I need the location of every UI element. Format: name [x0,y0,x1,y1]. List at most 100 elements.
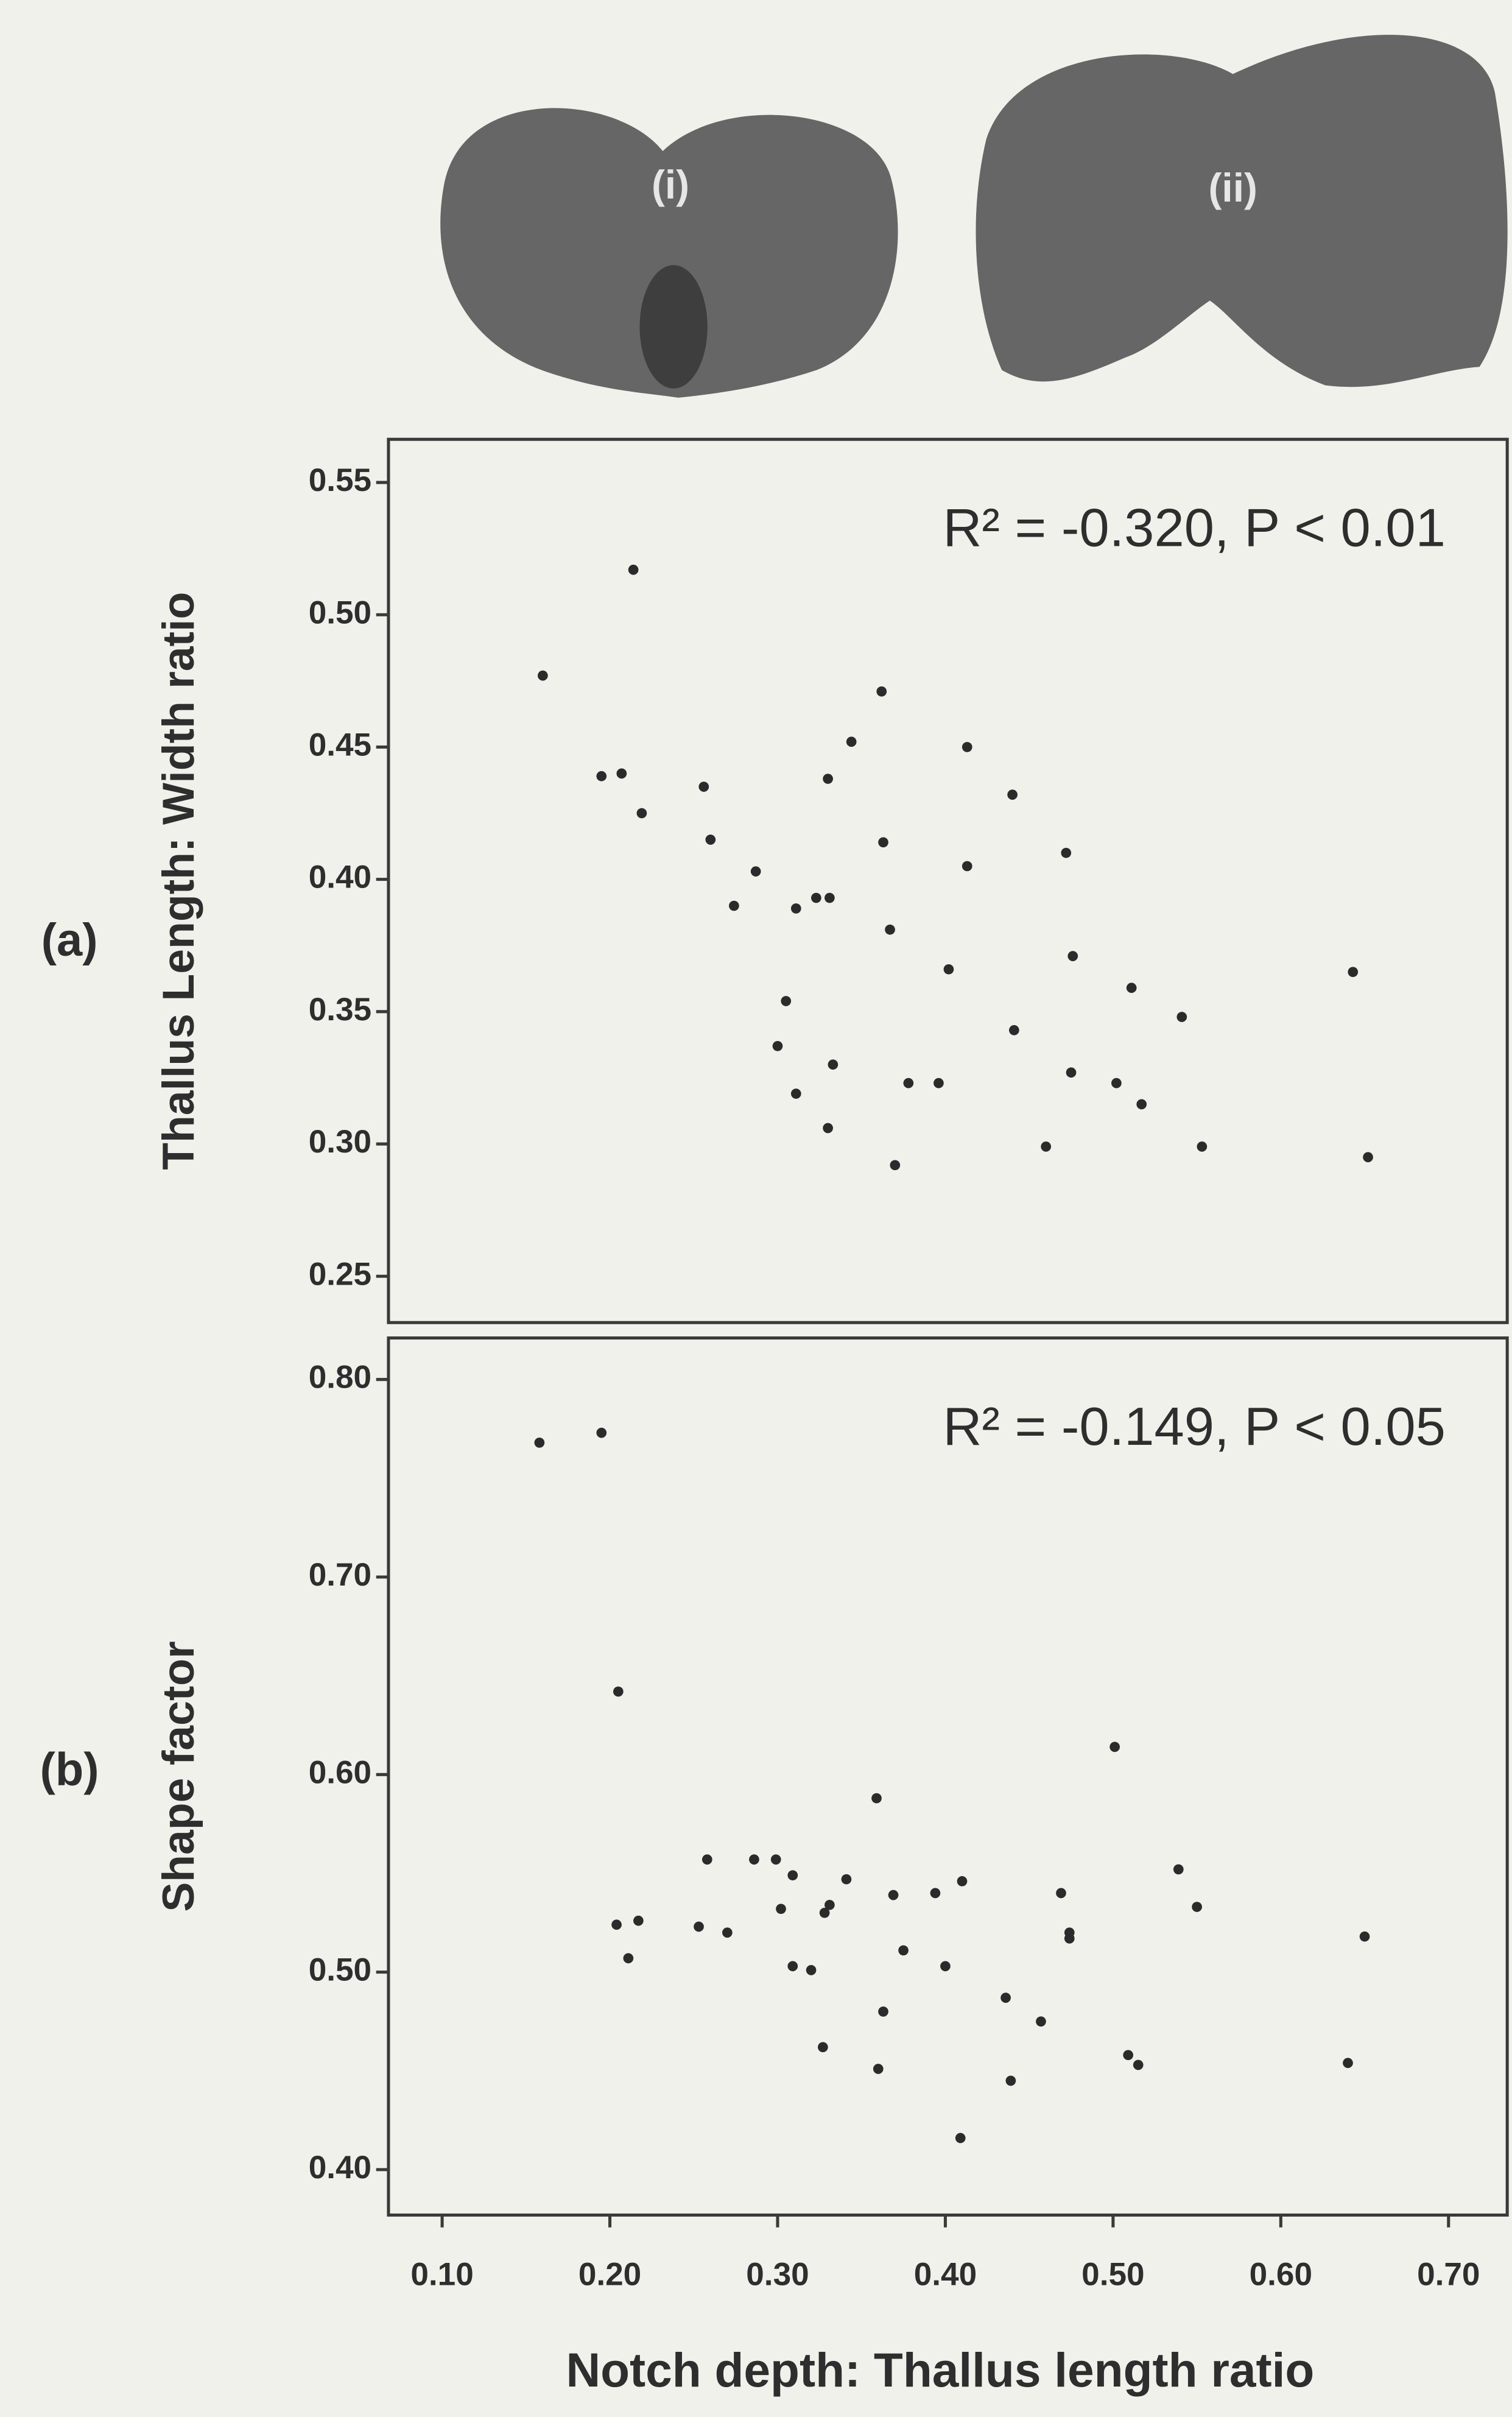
x-tick-label: 0.60 [1250,2257,1312,2293]
point [871,1793,882,1804]
point [876,686,887,697]
point [825,892,835,903]
y-tick-label: 0.50 [309,1952,371,1988]
point [878,2006,888,2017]
point [1136,1099,1147,1110]
point [1064,1933,1075,1944]
point [596,1427,607,1438]
point [1343,2058,1353,2069]
point [787,1870,798,1881]
x-tick-label: 0.20 [578,2257,641,2293]
thallus-left [440,108,898,398]
point [846,736,857,747]
point [623,1953,634,1964]
y-tick-label: 0.60 [309,1754,371,1790]
point [636,808,647,819]
point [1123,2050,1134,2061]
annotation: R² = -0.149, P < 0.05 [943,1396,1445,1456]
point [633,1915,644,1926]
point [930,1888,941,1899]
point [903,1078,914,1089]
point [1009,1025,1019,1036]
y-tick-label: 0.70 [309,1557,371,1593]
point [885,924,895,935]
point [1007,789,1018,800]
point [940,1961,951,1972]
y-tick-label: 0.40 [309,2150,371,2186]
x-tick-label: 0.30 [746,2257,809,2293]
point [749,1854,759,1865]
y-tick-label: 0.25 [309,1256,371,1292]
point [1197,1141,1208,1152]
point [772,1040,783,1051]
point [819,1907,830,1918]
point [1192,1902,1202,1912]
point [1066,1067,1077,1078]
thallus-label: (i) [652,162,689,207]
y-axis-label: Shape factor [153,1641,203,1911]
point [781,996,792,1006]
panel-label: (b) [40,1743,99,1795]
point [1056,1888,1066,1899]
point [534,1438,545,1448]
point [628,565,639,575]
y-tick-label: 0.80 [309,1360,371,1396]
point [1005,2075,1016,2086]
thallus-right [976,35,1508,387]
point [1111,1078,1122,1089]
point [823,774,833,784]
notch [639,265,708,389]
point [823,1123,833,1134]
point [705,834,716,845]
point [818,2042,828,2053]
point [1000,1992,1011,2003]
x-tick-label: 0.40 [914,2257,977,2293]
point [957,1876,968,1886]
panel-label: (a) [41,914,98,966]
point [1109,1741,1120,1752]
point [729,900,739,911]
point [722,1927,733,1938]
point [694,1921,704,1932]
y-tick-label: 0.55 [309,462,371,498]
point [698,782,709,792]
point [1126,983,1137,993]
y-tick-label: 0.35 [309,992,371,1028]
x-tick-label: 0.10 [410,2257,473,2293]
y-axis-label: Thallus Length: Width ratio [153,592,203,1170]
y-tick-label: 0.50 [309,595,371,630]
point [596,771,607,782]
point [811,892,821,903]
point [1041,1141,1052,1152]
point [898,1945,909,1956]
point [806,1964,817,1975]
point [841,1874,852,1885]
point [1348,967,1359,978]
point [888,1889,899,1900]
thallus-images: (i) (ii) [440,35,1508,398]
point [613,1686,624,1697]
point [701,1854,712,1865]
point [611,1919,622,1930]
plot-frame [387,437,1509,1324]
point [962,742,972,752]
point [790,1089,801,1099]
point [873,2064,884,2074]
point [1133,2059,1144,2070]
point [1176,1012,1187,1022]
point [538,670,548,681]
y-tick-label: 0.45 [309,727,371,763]
plot-frame [387,1336,1509,2217]
x-axis-label: Notch depth: Thallus length ratio [566,2343,1315,2397]
point [750,866,761,877]
point [1036,2016,1046,2027]
point [825,1899,835,1910]
y-tick-label: 0.30 [309,1124,371,1160]
point [962,861,972,872]
point [943,964,954,975]
point [790,903,801,914]
point [878,837,888,848]
point [1067,951,1078,961]
point [828,1059,839,1070]
